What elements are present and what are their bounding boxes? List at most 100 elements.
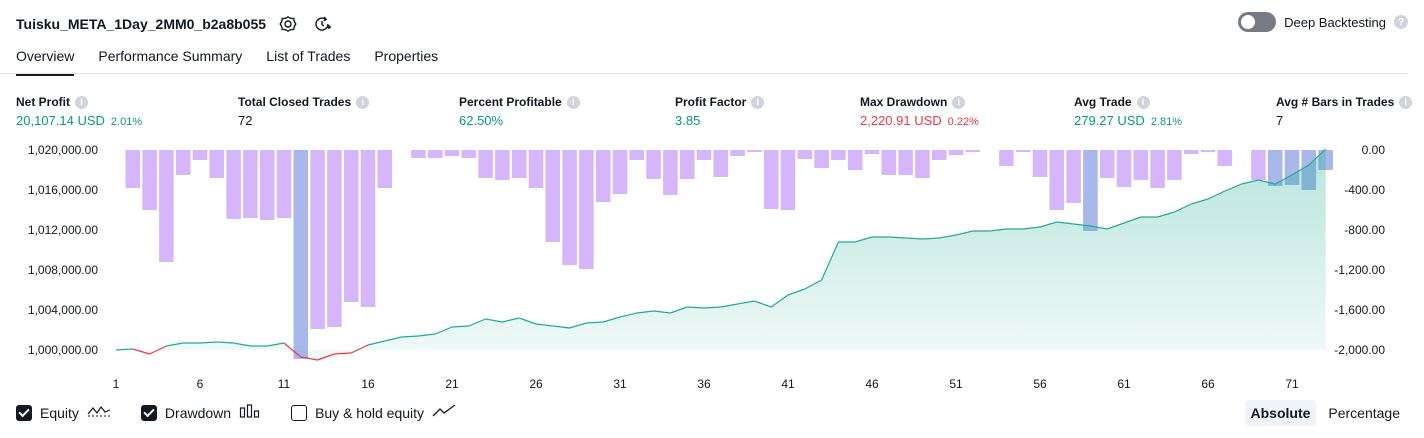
chart-legend: Equity Drawdown Buy & hold equity	[16, 404, 456, 421]
equity-line-segment	[485, 318, 503, 323]
reload-alert-icon[interactable]	[310, 12, 334, 36]
equity-line-segment	[535, 323, 553, 327]
trend-line-icon	[432, 404, 456, 421]
drawdown-bars-icon	[239, 404, 261, 421]
equity-line-segment	[149, 345, 167, 355]
equity-line-segment	[888, 236, 906, 239]
absolute-button[interactable]: Absolute	[1244, 400, 1317, 426]
tab-properties[interactable]: Properties	[374, 48, 439, 64]
drawdown-bar	[1049, 150, 1065, 210]
metric-value: 2,220.91 USD	[860, 113, 942, 128]
equity-line-segment	[1056, 221, 1074, 225]
equity-line-segment	[1291, 164, 1310, 176]
drawdown-bar	[1150, 150, 1165, 188]
drawdown-bar	[579, 150, 594, 269]
drawdown-bar	[1133, 150, 1149, 180]
equity-line-segment	[233, 342, 251, 347]
drawdown-bar	[780, 150, 796, 210]
equity-line-segment	[653, 310, 671, 314]
percentage-button[interactable]: Percentage	[1328, 405, 1400, 421]
x-tick-label: 51	[949, 377, 963, 391]
equity-checkbox[interactable]	[16, 404, 32, 421]
equity-line-segment	[384, 336, 402, 342]
info-icon[interactable]: i	[75, 95, 88, 109]
drawdown-bar	[999, 150, 1014, 166]
equity-line-segment	[1174, 203, 1192, 213]
drawdown-bar	[730, 150, 745, 156]
info-icon[interactable]: i	[1399, 95, 1413, 109]
x-tick-label: 61	[1117, 377, 1131, 391]
equity-line-segment	[670, 306, 688, 314]
equity-line-segment	[787, 288, 806, 296]
y-left-tick-label: 1,012,000.00	[28, 223, 98, 237]
metric-value: 72	[238, 113, 253, 128]
info-icon[interactable]: i	[356, 95, 370, 109]
drawdown-bar	[612, 150, 628, 194]
drawdown-bar	[595, 150, 611, 202]
drawdown-bar	[864, 150, 880, 154]
drawdown-bar	[411, 150, 426, 158]
legend-equity[interactable]: Equity	[16, 404, 111, 421]
equity-line-segment	[1258, 179, 1276, 185]
drawdown-bar	[545, 150, 561, 242]
equity-line-segment	[754, 300, 772, 308]
x-tick-label: 36	[697, 377, 711, 391]
help-icon[interactable]: ?	[1394, 15, 1408, 29]
info-icon[interactable]: i	[751, 95, 765, 109]
metric-label: Max Drawdown	[860, 95, 948, 109]
equity-line-segment	[502, 317, 520, 323]
equity-line-segment	[199, 341, 217, 344]
drawdown-bar	[125, 150, 141, 188]
legend-drawdown[interactable]: Drawdown	[140, 404, 261, 421]
tab-performance-summary[interactable]: Performance Summary	[98, 48, 243, 64]
equity-line-segment	[855, 236, 873, 243]
drawdown-bar	[948, 150, 964, 155]
equity-line-segment	[1073, 223, 1091, 227]
drawdown-bar	[293, 150, 309, 359]
metric-value: 20,107.14 USD	[16, 113, 105, 128]
drawdown-bar	[259, 150, 275, 220]
info-icon[interactable]: i	[566, 95, 580, 109]
equity-line-segment	[770, 294, 789, 308]
drawdown-bar	[327, 150, 342, 327]
equity-line-segment	[1191, 198, 1209, 205]
buy-hold-checkbox[interactable]	[291, 404, 308, 421]
drawdown-bar	[629, 150, 645, 160]
equity-line-segment	[636, 310, 654, 314]
y-left-tick-label: 1,000,000.00	[28, 343, 98, 357]
tab-overview[interactable]: Overview	[16, 44, 75, 76]
y-right-tick-label: -2,000.00	[1334, 343, 1385, 357]
drawdown-bar	[276, 150, 292, 218]
settings-icon[interactable]	[276, 12, 300, 36]
metric-avg-bars-in-trades: Avg # Bars in Trades i 7	[1276, 94, 1413, 128]
info-icon[interactable]: i	[1136, 95, 1150, 109]
drawdown-bar	[478, 150, 493, 178]
metric-label: Avg Trade	[1074, 95, 1132, 109]
x-tick-label: 66	[1201, 377, 1215, 391]
drawdown-bar	[1116, 150, 1132, 187]
metric-label: Net Profit	[16, 95, 70, 109]
x-tick-label: 31	[613, 377, 627, 391]
drawdown-bar	[831, 150, 846, 160]
equity-line-segment	[283, 342, 302, 358]
drawdown-bar	[898, 150, 913, 175]
y-right-tick-label: -1,600.00	[1334, 303, 1385, 317]
drawdown-checkbox[interactable]	[140, 404, 157, 421]
tab-divider	[0, 73, 1408, 74]
equity-line-segment	[216, 341, 234, 344]
equity-line-segment	[821, 241, 839, 281]
deep-backtesting: Deep Backtesting ?	[1238, 12, 1408, 32]
equity-line-segment	[468, 318, 486, 327]
equity-line-segment	[687, 306, 705, 309]
tab-list-of-trades[interactable]: List of Trades	[266, 48, 351, 64]
equity-line-icon	[87, 404, 111, 421]
metric-value: 3.85	[675, 113, 701, 128]
equity-drawdown-chart[interactable]: 1,020,000.00 1,016,000.00 1,012,000.00 1,00…	[0, 136, 1424, 398]
equity-line-segment	[367, 340, 385, 346]
legend-buy-hold[interactable]: Buy & hold equity	[291, 404, 456, 421]
equity-line-segment	[115, 348, 133, 351]
drawdown-bar	[915, 150, 930, 178]
deep-backtesting-toggle[interactable]	[1238, 12, 1277, 32]
info-icon[interactable]: i	[952, 95, 966, 109]
equity-line-segment	[1308, 148, 1327, 166]
